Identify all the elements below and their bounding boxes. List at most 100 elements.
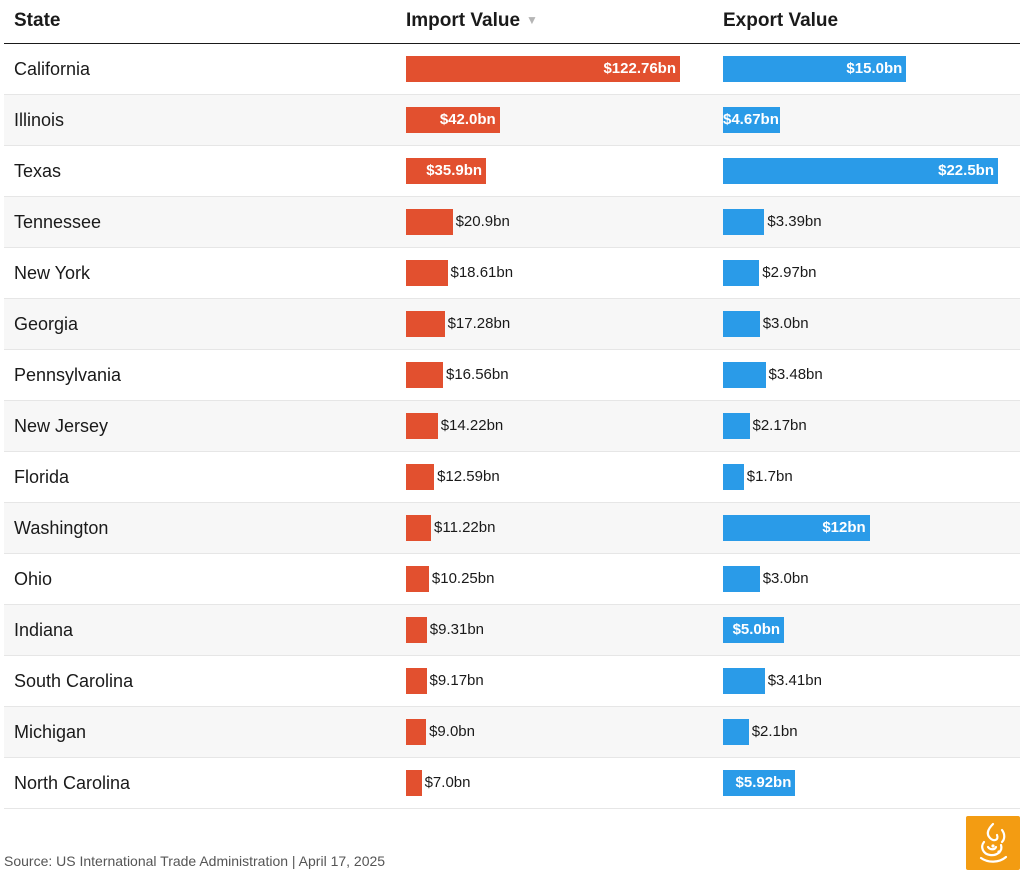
table-row: Florida $12.59bn $1.7bn (4, 452, 1020, 503)
import-cell: $16.56bn (406, 362, 696, 388)
state-name: North Carolina (14, 773, 131, 793)
state-name: Indiana (14, 620, 74, 640)
export-value-label: $3.0bn (762, 315, 809, 332)
import-cell: $35.9bn (406, 158, 696, 184)
state-name: Washington (14, 518, 109, 538)
table-row: Georgia $17.28bn $3.0bn (4, 299, 1020, 350)
import-cell: $17.28bn (406, 311, 696, 337)
import-bar (406, 311, 445, 337)
state-name: California (14, 59, 91, 79)
export-value-label: $5.0bn (732, 621, 781, 638)
import-bar (406, 158, 487, 184)
import-value-label: $9.31bn (429, 621, 485, 638)
import-value-label: $122.76bn (603, 60, 676, 77)
export-bar (723, 158, 998, 184)
column-header-import[interactable]: Import Value ▼ (406, 10, 538, 32)
export-bar (723, 107, 781, 133)
import-bar (406, 464, 435, 490)
import-value-label: $16.56bn (446, 366, 509, 383)
import-value-label: $35.9bn (426, 162, 483, 179)
import-value-label: $20.9bn (455, 213, 510, 230)
sort-descending-icon[interactable]: ▼ (526, 13, 538, 27)
export-bar (723, 770, 796, 796)
export-value-label: $5.92bn (735, 774, 792, 791)
export-cell: $2.17bn (723, 413, 1013, 439)
import-value-label: $11.22bn (434, 519, 496, 536)
al-jazeera-logo-icon (966, 816, 1020, 870)
export-bar (723, 719, 749, 745)
import-bar (406, 719, 427, 745)
export-bar (723, 413, 750, 439)
import-bar (406, 566, 429, 592)
state-name: Pennsylvania (14, 365, 122, 385)
import-bar (406, 56, 680, 82)
state-name: Florida (14, 467, 70, 487)
import-cell: $10.25bn (406, 566, 696, 592)
column-header-export[interactable]: Export Value (723, 10, 839, 31)
export-value-label: $2.17bn (752, 417, 807, 434)
table-row: Indiana $9.31bn $5.0bn (4, 605, 1020, 656)
import-bar (406, 209, 453, 235)
export-value-label: $3.41bn (767, 672, 822, 689)
export-value-label: $3.0bn (762, 570, 809, 587)
column-header-state[interactable]: State (14, 10, 61, 31)
export-cell: $5.92bn (723, 770, 1013, 796)
source-note: Source: US International Trade Administr… (4, 853, 386, 869)
import-cell: $9.31bn (406, 617, 696, 643)
state-name: Ohio (14, 569, 53, 589)
table-row: Tennessee $20.9bn $3.39bn (4, 197, 1020, 248)
state-name: Illinois (14, 110, 65, 130)
table-row: South Carolina $9.17bn $3.41bn (4, 656, 1020, 707)
export-value-label: $12bn (822, 519, 866, 536)
import-value-label: $18.61bn (450, 264, 514, 281)
import-bar (406, 413, 438, 439)
state-name: Michigan (14, 722, 87, 742)
export-value-label: $3.48bn (768, 366, 823, 383)
import-value-label: $10.25bn (431, 570, 495, 587)
export-cell: $3.0bn (723, 311, 1013, 337)
import-cell: $14.22bn (406, 413, 696, 439)
export-cell: $2.1bn (723, 719, 1013, 745)
import-value-label: $14.22bn (440, 417, 504, 434)
state-name: New York (14, 263, 91, 283)
export-value-label: $2.1bn (751, 723, 798, 740)
import-cell: $122.76bn (406, 56, 696, 82)
table-row: Illinois $42.0bn $4.67bn (4, 95, 1020, 146)
export-value-label: $2.97bn (762, 264, 817, 281)
import-cell: $42.0bn (406, 107, 696, 133)
import-value-label: $17.28bn (447, 315, 511, 332)
state-name: South Carolina (14, 671, 134, 691)
export-bar (723, 209, 765, 235)
table-row: Ohio $10.25bn $3.0bn (4, 554, 1020, 605)
export-cell: $15.0bn (723, 56, 1013, 82)
export-cell: $2.97bn (723, 260, 1013, 286)
import-bar (406, 770, 422, 796)
logo-glyph (979, 822, 1008, 863)
export-cell: $5.0bn (723, 617, 1013, 643)
export-cell: $4.67bn (723, 107, 1013, 133)
import-cell: $12.59bn (406, 464, 696, 490)
export-bar (723, 617, 785, 643)
table-body: California $122.76bn $15.0bn Illinois $42.0b… (4, 44, 1020, 809)
table-row: California $122.76bn $15.0bn (4, 44, 1020, 95)
state-name: Georgia (14, 314, 79, 334)
export-cell: $3.48bn (723, 362, 1013, 388)
export-value-label: $22.5bn (938, 162, 994, 179)
table-row: Washington $11.22bn $12bn (4, 503, 1020, 554)
export-value-label: $15.0bn (846, 60, 903, 77)
table-row: Texas $35.9bn $22.5bn (4, 146, 1020, 197)
export-cell: $3.41bn (723, 668, 1013, 694)
export-cell: $12bn (723, 515, 1013, 541)
import-cell: $9.0bn (406, 719, 696, 745)
export-bar (723, 56, 907, 82)
export-value-label: $3.39bn (767, 213, 822, 230)
export-bar (723, 515, 870, 541)
column-header-import-label: Import Value (406, 10, 521, 31)
import-cell: $18.61bn (406, 260, 696, 286)
import-value-label: $12.59bn (437, 468, 500, 485)
table-row: New York $18.61bn $2.97bn (4, 248, 1020, 299)
table-row: Pennsylvania $16.56bn $3.48bn (4, 350, 1020, 401)
import-bar (406, 617, 427, 643)
export-cell: $3.0bn (723, 566, 1013, 592)
export-cell: $22.5bn (723, 158, 1013, 184)
